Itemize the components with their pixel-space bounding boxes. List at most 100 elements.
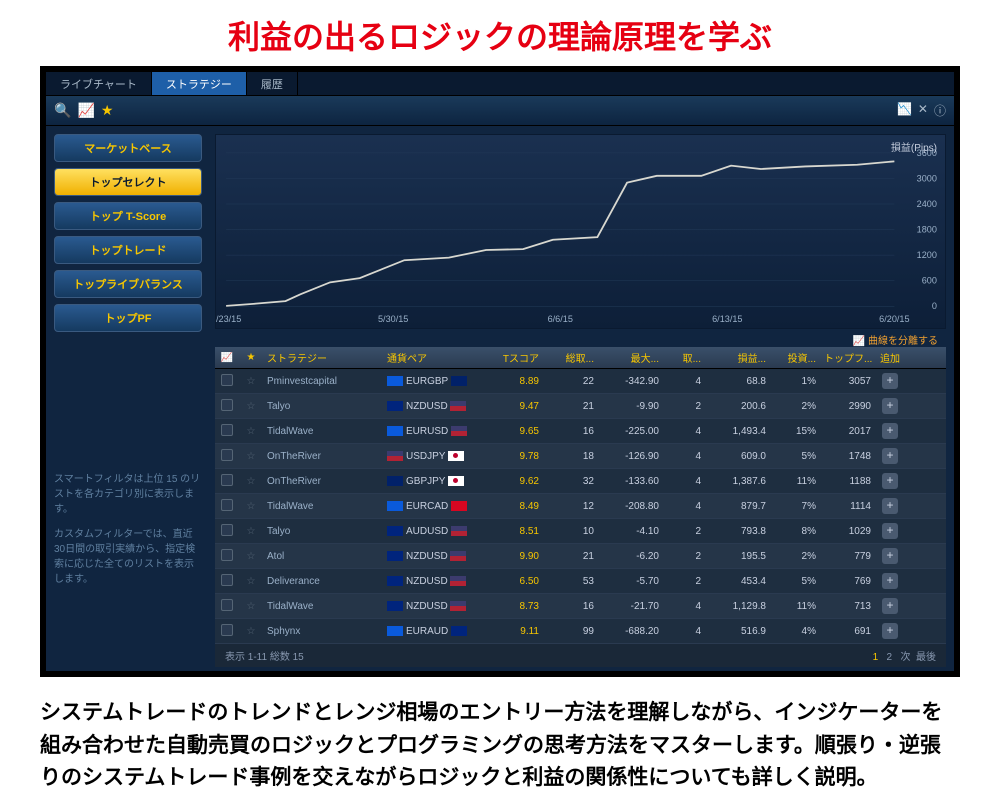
- row-tscore: 9.78: [488, 451, 543, 462]
- row-invest: 5%: [770, 576, 820, 587]
- table-row[interactable]: ☆TidalWaveEURCAD 8.4912-208.804879.77%11…: [215, 494, 946, 519]
- row-strategy: Talyo: [263, 401, 383, 412]
- row-checkbox[interactable]: [221, 499, 233, 511]
- tab-strategy[interactable]: ストラテジー: [152, 72, 247, 95]
- add-button[interactable]: +: [882, 448, 898, 464]
- col-trades[interactable]: 取...: [663, 350, 705, 365]
- row-checkbox[interactable]: [221, 474, 233, 486]
- flag-icon: [387, 601, 403, 611]
- row-star[interactable]: ☆: [239, 501, 263, 512]
- page-2[interactable]: 2: [887, 652, 893, 663]
- flag-icon: [451, 626, 467, 636]
- row-star[interactable]: ☆: [239, 451, 263, 462]
- btn-top-trade[interactable]: トップトレード: [54, 236, 202, 264]
- col-tscore[interactable]: Tスコア: [488, 350, 543, 365]
- add-button[interactable]: +: [882, 423, 898, 439]
- table-body: ☆PminvestcapitalEURGBP 8.8922-342.90468.…: [215, 369, 946, 644]
- col-total[interactable]: 総取...: [543, 350, 598, 365]
- page-1[interactable]: 1: [873, 652, 879, 663]
- row-trades: 4: [663, 426, 705, 437]
- col-add[interactable]: 追加: [875, 350, 905, 365]
- tab-live-chart[interactable]: ライブチャート: [46, 72, 152, 95]
- tab-history[interactable]: 履歴: [247, 72, 298, 95]
- toolbar-right: 📉 ✕ ⓘ: [897, 102, 946, 119]
- col-chart-icon[interactable]: 📈: [215, 352, 239, 363]
- chart-type-icon[interactable]: 📉: [897, 102, 912, 119]
- table-row[interactable]: ☆PminvestcapitalEURGBP 8.8922-342.90468.…: [215, 369, 946, 394]
- row-checkbox[interactable]: [221, 549, 233, 561]
- row-star[interactable]: ☆: [239, 526, 263, 537]
- page-next[interactable]: 次: [900, 652, 910, 663]
- table-row[interactable]: ☆TidalWaveNZDUSD 8.7316-21.7041,129.811%…: [215, 594, 946, 619]
- row-invest: 5%: [770, 451, 820, 462]
- row-invest: 8%: [770, 526, 820, 537]
- btn-market-base[interactable]: マーケットベース: [54, 134, 202, 162]
- add-button[interactable]: +: [882, 598, 898, 614]
- add-button[interactable]: +: [882, 573, 898, 589]
- row-checkbox[interactable]: [221, 524, 233, 536]
- col-invest[interactable]: 投資...: [770, 350, 820, 365]
- table-head: 📈 ★ ストラテジー 通貨ペア Tスコア 総取... 最大... 取... 損益…: [215, 347, 946, 369]
- separate-curves-label[interactable]: 曲線を分離する: [868, 336, 938, 347]
- btn-top-tscore[interactable]: トップ T-Score: [54, 202, 202, 230]
- add-button[interactable]: +: [882, 623, 898, 639]
- row-strategy: OnTheRiver: [263, 476, 383, 487]
- page-title: 利益の出るロジックの理論原理を学ぶ: [0, 0, 1000, 66]
- table-row[interactable]: ☆DeliveranceNZDUSD 6.5053-5.702453.45%76…: [215, 569, 946, 594]
- col-pl[interactable]: 損益...: [705, 350, 770, 365]
- add-button[interactable]: +: [882, 373, 898, 389]
- btn-top-live-balance[interactable]: トップライブバランス: [54, 270, 202, 298]
- table-row[interactable]: ☆AtolNZDUSD 9.9021-6.202195.52%779+: [215, 544, 946, 569]
- page-description: システムトレードのトレンドとレンジ相場のエントリー方法を理解しながら、インジケー…: [40, 697, 960, 795]
- table-row[interactable]: ☆OnTheRiverGBPJPY 9.6232-133.6041,387.61…: [215, 469, 946, 494]
- table-row[interactable]: ☆TalyoAUDUSD 8.5110-4.102793.88%1029+: [215, 519, 946, 544]
- col-star[interactable]: ★: [239, 352, 263, 363]
- row-tscore: 6.50: [488, 576, 543, 587]
- row-strategy: Pminvestcapital: [263, 376, 383, 387]
- row-star[interactable]: ☆: [239, 426, 263, 437]
- table-row[interactable]: ☆SphynxEURAUD 9.1199-688.204516.94%691+: [215, 619, 946, 644]
- page-last[interactable]: 最後: [916, 652, 936, 663]
- search-icon[interactable]: 🔍: [54, 102, 71, 119]
- col-pair[interactable]: 通貨ペア: [383, 350, 488, 365]
- table-row[interactable]: ☆TidalWaveEURUSD 9.6516-225.0041,493.415…: [215, 419, 946, 444]
- row-checkbox[interactable]: [221, 399, 233, 411]
- table-row[interactable]: ☆OnTheRiverUSDJPY 9.7818-126.904609.05%1…: [215, 444, 946, 469]
- separate-curves-icon[interactable]: 📈: [853, 336, 868, 347]
- row-trades: 2: [663, 551, 705, 562]
- info-icon[interactable]: ⓘ: [934, 102, 946, 119]
- row-checkbox[interactable]: [221, 599, 233, 611]
- btn-top-pf[interactable]: トップPF: [54, 304, 202, 332]
- row-star[interactable]: ☆: [239, 476, 263, 487]
- row-star[interactable]: ☆: [239, 551, 263, 562]
- row-invest: 1%: [770, 376, 820, 387]
- row-pl: 68.8: [705, 376, 770, 387]
- col-strategy[interactable]: ストラテジー: [263, 350, 383, 365]
- row-maxdd: -208.80: [598, 501, 663, 512]
- star-icon[interactable]: ★: [101, 102, 114, 119]
- row-star[interactable]: ☆: [239, 576, 263, 587]
- add-button[interactable]: +: [882, 523, 898, 539]
- add-button[interactable]: +: [882, 548, 898, 564]
- row-star[interactable]: ☆: [239, 601, 263, 612]
- row-checkbox[interactable]: [221, 374, 233, 386]
- flag-icon: [387, 551, 403, 561]
- row-checkbox[interactable]: [221, 424, 233, 436]
- add-button[interactable]: +: [882, 473, 898, 489]
- row-checkbox[interactable]: [221, 624, 233, 636]
- col-topf[interactable]: トップフ...: [820, 350, 875, 365]
- add-button[interactable]: +: [882, 498, 898, 514]
- row-star[interactable]: ☆: [239, 401, 263, 412]
- row-checkbox[interactable]: [221, 574, 233, 586]
- add-button[interactable]: +: [882, 398, 898, 414]
- col-maxdd[interactable]: 最大...: [598, 350, 663, 365]
- row-star[interactable]: ☆: [239, 626, 263, 637]
- btn-top-select[interactable]: トップセレクト: [54, 168, 202, 196]
- table-row[interactable]: ☆TalyoNZDUSD 9.4721-9.902200.62%2990+: [215, 394, 946, 419]
- chart-icon[interactable]: 📈: [77, 102, 94, 119]
- flag-icon: [387, 426, 403, 436]
- row-star[interactable]: ☆: [239, 376, 263, 387]
- svg-text:6/6/15: 6/6/15: [548, 314, 573, 324]
- close-icon[interactable]: ✕: [918, 102, 928, 119]
- row-checkbox[interactable]: [221, 449, 233, 461]
